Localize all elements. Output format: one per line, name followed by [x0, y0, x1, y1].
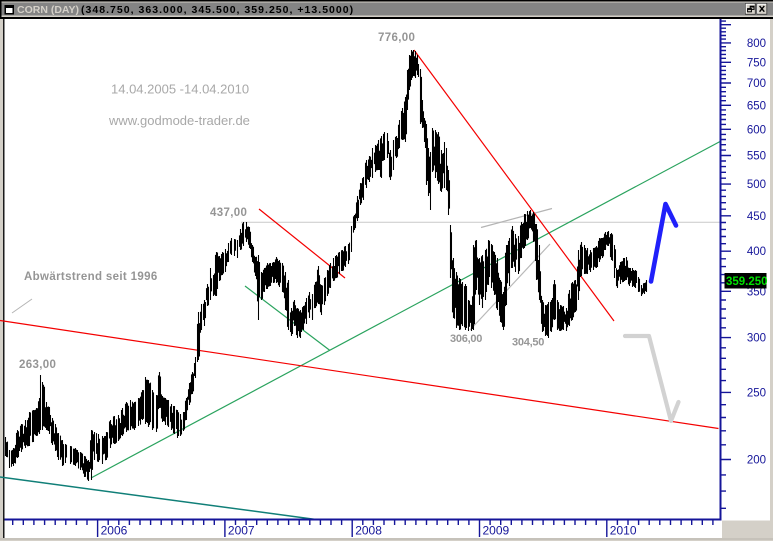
svg-text:2010: 2010 [610, 524, 637, 538]
svg-text:600: 600 [747, 124, 766, 136]
svg-text:750: 750 [747, 57, 766, 69]
svg-text:www.godmode-trader.de: www.godmode-trader.de [108, 113, 250, 128]
svg-text:263,00: 263,00 [19, 359, 56, 371]
svg-text:Abwärtstrend seit 1996: Abwärtstrend seit 1996 [24, 271, 158, 283]
svg-text:550: 550 [747, 151, 766, 163]
svg-text:776,00: 776,00 [378, 32, 415, 44]
svg-text:437,00: 437,00 [210, 207, 247, 219]
svg-text:350: 350 [747, 286, 766, 298]
svg-text:2006: 2006 [101, 524, 128, 538]
svg-text:200: 200 [747, 455, 766, 467]
svg-text:450: 450 [747, 211, 766, 223]
svg-text:(348.750, 363.000, 345.500, 35: (348.750, 363.000, 345.500, 359.250, +13… [81, 4, 354, 16]
svg-text:CORN (DAY): CORN (DAY) [17, 4, 79, 16]
svg-text:306,00: 306,00 [450, 333, 482, 345]
svg-text:500: 500 [747, 179, 766, 191]
svg-text:300: 300 [747, 333, 766, 345]
svg-text:2007: 2007 [228, 524, 255, 538]
svg-text:800: 800 [747, 38, 766, 50]
svg-text:2009: 2009 [483, 524, 510, 538]
svg-text:304,50: 304,50 [512, 337, 544, 349]
svg-text:2008: 2008 [355, 524, 382, 538]
svg-text:400: 400 [747, 246, 766, 258]
svg-text:700: 700 [747, 78, 766, 90]
svg-text:14.04.2005 -14.04.2010: 14.04.2005 -14.04.2010 [111, 82, 249, 97]
svg-text:650: 650 [747, 100, 766, 112]
svg-text:359.250: 359.250 [726, 276, 768, 288]
svg-text:250: 250 [747, 387, 766, 399]
